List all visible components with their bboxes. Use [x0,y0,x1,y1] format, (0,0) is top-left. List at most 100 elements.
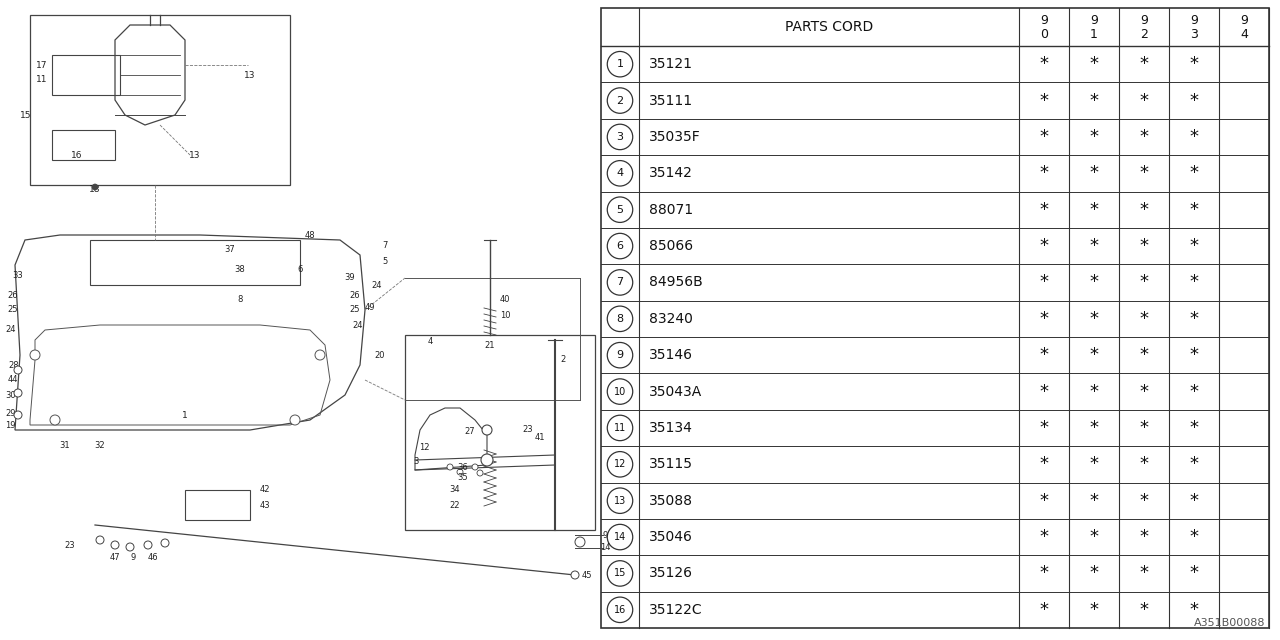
Text: *: * [1039,128,1048,146]
Circle shape [483,425,492,435]
Circle shape [607,452,632,477]
Text: 13: 13 [189,150,201,159]
Text: 26: 26 [349,291,360,300]
Text: 9: 9 [617,350,623,360]
Text: 23: 23 [65,541,76,550]
Text: *: * [1089,237,1098,255]
Text: 42: 42 [260,486,270,495]
Text: 35: 35 [458,474,468,483]
Text: *: * [1189,237,1198,255]
Text: 35088: 35088 [649,493,692,508]
Text: PARTS CORD: PARTS CORD [785,20,873,34]
Text: *: * [1139,419,1148,437]
Circle shape [111,541,119,549]
Text: *: * [1089,528,1098,546]
Text: 20: 20 [375,351,385,360]
Text: 44: 44 [8,376,18,385]
Text: 40: 40 [499,296,511,305]
Text: 12: 12 [614,460,626,469]
Text: 43: 43 [260,500,270,509]
Text: 14: 14 [600,543,611,552]
Text: 24: 24 [5,326,15,335]
Text: *: * [1139,164,1148,182]
Circle shape [291,415,300,425]
Circle shape [14,411,22,419]
Text: *: * [1189,492,1198,509]
Text: 85066: 85066 [649,239,694,253]
Text: 3: 3 [617,132,623,142]
Text: 41: 41 [535,433,545,442]
Text: 37: 37 [224,246,236,255]
Text: 25: 25 [6,305,18,314]
Circle shape [607,234,632,259]
Circle shape [457,469,463,475]
Circle shape [607,197,632,223]
Circle shape [96,536,104,544]
Text: *: * [1189,55,1198,73]
Text: 31: 31 [60,440,70,449]
Text: 18: 18 [90,186,101,195]
Text: 7: 7 [383,241,388,250]
Text: 10: 10 [614,387,626,397]
Text: 22: 22 [449,500,461,509]
Circle shape [571,571,579,579]
Text: *: * [1139,346,1148,364]
Text: 35043A: 35043A [649,385,703,399]
Text: *: * [1189,310,1198,328]
Circle shape [447,464,453,470]
Text: 88071: 88071 [649,203,694,217]
Circle shape [607,561,632,586]
Text: 84956B: 84956B [649,275,703,289]
Circle shape [14,389,22,397]
Text: *: * [1139,201,1148,219]
Text: *: * [1089,55,1098,73]
Text: 2: 2 [561,355,566,365]
Text: 21: 21 [485,340,495,349]
Text: 9
1: 9 1 [1091,13,1098,40]
Text: 23: 23 [522,426,534,435]
Circle shape [607,488,632,513]
Circle shape [607,306,632,332]
Circle shape [125,543,134,551]
Text: 6: 6 [617,241,623,251]
Text: 27: 27 [465,428,475,436]
Text: 8: 8 [237,296,243,305]
Text: *: * [1139,237,1148,255]
Text: *: * [1039,528,1048,546]
Text: 3: 3 [413,458,419,467]
Text: *: * [1139,564,1148,582]
Text: *: * [1189,201,1198,219]
Circle shape [477,470,483,476]
Text: 9
2: 9 2 [1140,13,1148,40]
Text: *: * [1039,310,1048,328]
Text: 9
0: 9 0 [1039,13,1048,40]
Text: *: * [1139,455,1148,474]
Circle shape [607,597,632,623]
Text: 32: 32 [95,440,105,449]
Text: 34: 34 [449,486,461,495]
Text: *: * [1139,128,1148,146]
Text: *: * [1039,273,1048,291]
Text: *: * [1139,55,1148,73]
Text: *: * [1089,346,1098,364]
Text: 35046: 35046 [649,530,692,544]
Text: 47: 47 [110,554,120,563]
Text: 83240: 83240 [649,312,692,326]
Text: 49: 49 [365,303,375,312]
Circle shape [29,350,40,360]
Circle shape [481,454,493,466]
Text: 35122C: 35122C [649,603,703,617]
Text: 11: 11 [614,423,626,433]
Text: *: * [1089,383,1098,401]
Text: 9
4: 9 4 [1240,13,1248,40]
Text: 10: 10 [499,310,511,319]
Text: *: * [1189,455,1198,474]
Text: *: * [1039,601,1048,619]
Text: *: * [1089,273,1098,291]
Text: *: * [1189,601,1198,619]
Circle shape [143,541,152,549]
Text: *: * [1189,419,1198,437]
Text: *: * [1039,346,1048,364]
Text: *: * [1039,55,1048,73]
Text: *: * [1139,528,1148,546]
